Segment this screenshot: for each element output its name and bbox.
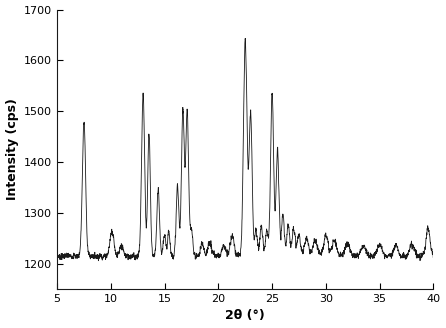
Y-axis label: Intensity (cps): Intensity (cps) <box>5 98 19 200</box>
X-axis label: 2θ (°): 2θ (°) <box>225 309 265 322</box>
